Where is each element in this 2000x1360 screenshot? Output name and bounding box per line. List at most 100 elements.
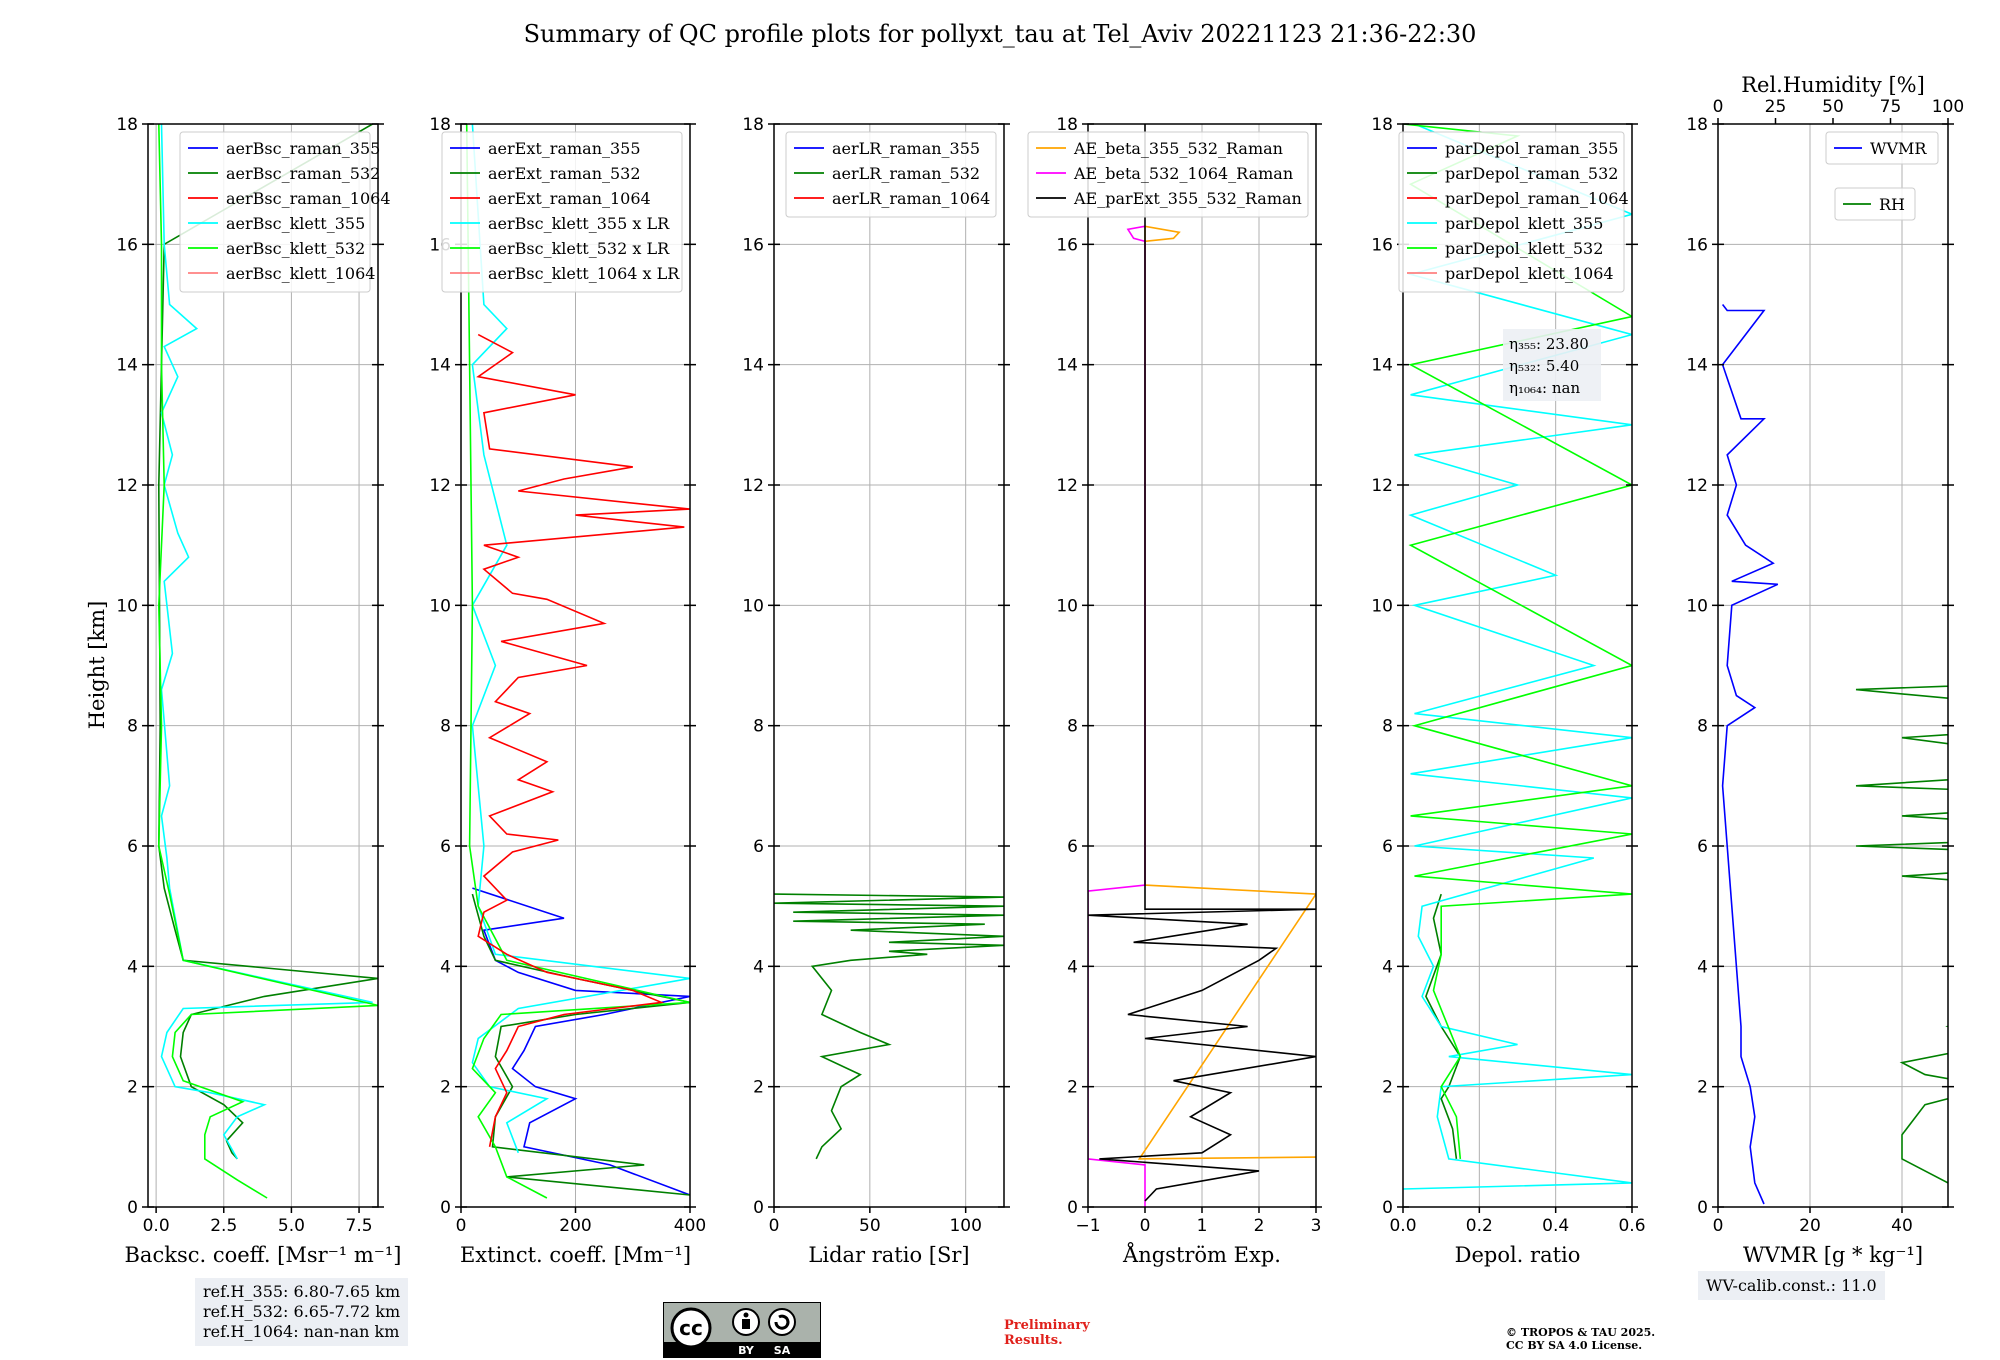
y-tick-label: 10 [1371,596,1393,616]
legend-box [1027,131,1309,218]
y-tick-label: 18 [429,115,451,135]
y-tick-label: 8 [440,717,451,737]
y-tick-label: 0 [1697,1198,1708,1218]
ref-height-355: ref.H_355: 6.80-7.65 km [203,1282,401,1301]
y-tick-label: 4 [440,957,451,977]
y-tick-label: 6 [753,837,764,857]
eta-annotation-text: η₁₀₆₄: nan [1509,379,1580,397]
wv-calib-box: WV-calib.const.: 11.0 [1698,1271,1885,1300]
x-axis-label: WVMR [g * kg⁻¹] [1743,1243,1923,1267]
legend-label: parDepol_raman_532 [1445,164,1618,183]
y-tick-label: 18 [1371,115,1393,135]
series-aerBsc_klett_355 [160,124,373,1160]
panel-3: 0 2 4 6 8 10 12 14 16 18 0 50 100 Lidar ratio [Sr] aer… [742,115,1010,1267]
legend-label: aerLR_raman_355 [832,139,980,158]
y-tick-label: 0 [440,1198,451,1218]
preliminary-line-1: Preliminary [1004,1318,1090,1333]
y-tick-label: 8 [127,717,138,737]
legend-label: AE_parExt_355_532_Raman [1073,189,1302,208]
x-tick-label: 20 [1799,1216,1821,1236]
legend-box [1825,131,1939,165]
x-tick-label: 0.4 [1542,1216,1569,1236]
x-tick-label: 3 [1311,1216,1322,1236]
y-tick-label: 14 [1056,356,1078,376]
eta-annotation-text: η₅₃₂: 5.40 [1509,357,1579,375]
y-tick-label: 2 [1697,1078,1708,1098]
legend-label: parDepol_klett_1064 [1445,264,1614,283]
x-tick-label: −1 [1075,1216,1100,1236]
y-tick-label: 18 [1056,115,1078,135]
y-tick-label: 14 [429,356,451,376]
cc-by-label: BY [738,1344,755,1357]
x-tick-label: 0 [456,1216,467,1236]
y-tick-label: 12 [1056,476,1078,496]
copyright-note: © TROPOS & TAU 2025. CC BY SA 4.0 Licens… [1506,1326,1655,1352]
legend-label: aerBsc_raman_532 [226,164,380,183]
legend-box [441,131,683,293]
top-x-tick-label: 100 [1932,97,1964,117]
x-tick-label: 0.6 [1618,1216,1645,1236]
legend-label: AE_beta_532_1064_Raman [1073,164,1293,183]
y-tick-label: 16 [1056,235,1078,255]
series-aerLR_raman_532 [774,893,1004,1160]
panel-1: 0 2 4 6 8 10 12 14 16 18 0.0 2.5 5.0 7.5 Backsc. coeff… [116,115,401,1267]
y-tick-label: 12 [742,476,764,496]
legend-label: RH [1879,195,1905,214]
x-axis-label: Backsc. coeff. [Msr⁻¹ m⁻¹] [125,1243,402,1267]
legend-box [785,131,997,218]
y-tick-label: 14 [1686,356,1708,376]
x-tick-label: 200 [559,1216,591,1236]
legend-box [1834,187,1916,221]
y-tick-label: 10 [1056,596,1078,616]
y-tick-label: 12 [429,476,451,496]
series-aerExt_raman_532 [471,893,690,1196]
cc-label: cc [679,1316,703,1340]
x-tick-label: 0 [1713,1216,1724,1236]
legend-label: aerExt_raman_1064 [488,189,651,208]
legend-label: aerBsc_klett_1064 [226,264,375,283]
y-tick-label: 16 [116,235,138,255]
series-aerExt_raman_1064 [476,333,690,1147]
legend-label: parDepol_klett_355 [1445,214,1603,233]
y-tick-label: 10 [742,596,764,616]
axes-frame [1717,123,1949,1208]
x-tick-label: 50 [859,1216,881,1236]
axes-frame [147,123,379,1208]
legend-label: aerExt_raman_355 [488,139,641,158]
legend-label: parDepol_raman_1064 [1445,189,1629,208]
reference-heights-box: ref.H_355: 6.80-7.65 km ref.H_532: 6.65-… [195,1278,409,1346]
y-tick-label: 8 [753,717,764,737]
x-tick-label: 5.0 [278,1216,305,1236]
series-aerBsc_klett_532 x LR [465,124,690,1199]
y-tick-label: 6 [440,837,451,857]
y-tick-label: 12 [1686,476,1708,496]
y-tick-label: 0 [753,1198,764,1218]
y-tick-label: 2 [1382,1078,1393,1098]
x-tick-label: 2 [1254,1216,1265,1236]
y-tick-label: 4 [753,957,764,977]
legend-label: aerExt_raman_532 [488,164,641,183]
x-axis-label: Lidar ratio [Sr] [808,1243,969,1267]
legend-label: parDepol_klett_532 [1445,239,1603,258]
y-tick-label: 16 [1686,235,1708,255]
y-tick-label: 18 [742,115,764,135]
legend-label: aerBsc_klett_355 x LR [488,214,670,233]
legend-label: parDepol_raman_355 [1445,139,1618,158]
series-aerBsc_raman_532 [157,124,378,1160]
y-tick-label: 12 [1371,476,1393,496]
y-tick-label: 0 [127,1198,138,1218]
legend-label: aerLR_raman_1064 [832,189,990,208]
eta-annotation-box [1503,329,1601,401]
x-tick-label: 0 [769,1216,780,1236]
preliminary-note: Preliminary Results. [1004,1318,1090,1348]
y-tick-label: 4 [1067,957,1078,977]
copyright-line-2: CC BY SA 4.0 License. [1506,1339,1643,1352]
y-tick-label: 4 [127,957,138,977]
cc-by-sa-icon: cc BY SA [663,1302,821,1358]
top-axis-label: Rel.Humidity [%] [1741,73,1925,97]
figure-title: Summary of QC profile plots for pollyxt_… [523,20,1477,48]
y-axis-label: Height [km] [85,601,109,730]
legend-label: AE_beta_355_532_Raman [1073,139,1283,158]
